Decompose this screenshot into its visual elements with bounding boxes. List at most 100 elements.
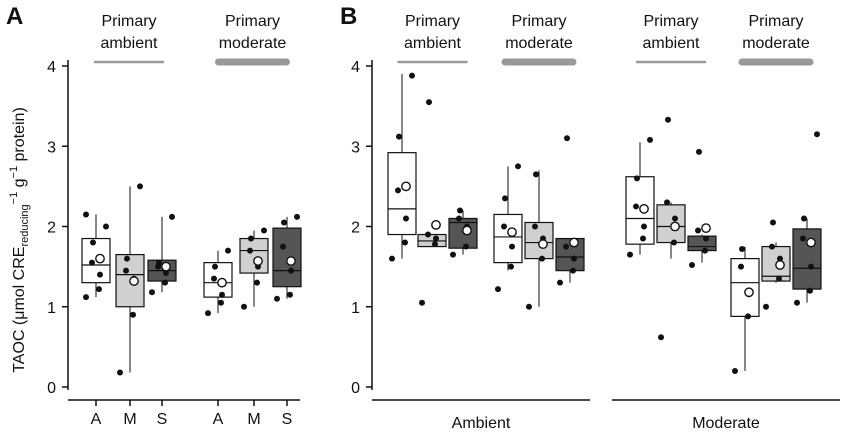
panel-a-group-0-box-0-point-6 xyxy=(83,211,89,218)
panel-a-group-1-box-2-mean-marker xyxy=(286,256,296,266)
panel-a-group-1-xtick-label-2: S xyxy=(282,411,293,428)
panel-b-group-1-box-1-box xyxy=(524,221,554,260)
x-label-ambient: Ambient xyxy=(452,415,511,432)
panel-b-group-0-box-2-mean-marker xyxy=(462,225,472,236)
panel-b-group-1-box-0-point-5 xyxy=(515,163,521,170)
panel-b-group-0-box-0-mean-marker xyxy=(401,181,411,192)
panel-a-ytick-label-3: 3 xyxy=(47,139,56,156)
panel-a-group-0-label-line2: ambient xyxy=(101,35,158,52)
panel-b-group-1-box-1-mean-marker xyxy=(538,239,548,250)
panel-a-group-1-box-1-point-5 xyxy=(261,227,267,234)
panel-b-group-1-box-2-point-4 xyxy=(564,135,570,142)
panel-b-group-2-box-2-point-0 xyxy=(689,262,695,269)
panel-a-group-0-box-0-point-4 xyxy=(90,239,96,246)
panel-a-ytick-label-0: 0 xyxy=(47,380,56,397)
panel-b-group-1-box-0-point-4 xyxy=(502,195,508,202)
panel-b-group-2-box-0-point-0 xyxy=(627,251,633,258)
panel-a-group-1-xtick-label-1: M xyxy=(247,411,260,428)
panel-a-group-0-xtick-label-1: M xyxy=(123,411,136,428)
panel-b-group-3-box-2-point-2 xyxy=(808,263,814,270)
panel-b-group-3-box-2-point-5 xyxy=(814,131,820,138)
panel-b-group-2-box-0-point-1 xyxy=(640,235,646,242)
panel-b-group-1-box-0-point-1 xyxy=(508,263,514,270)
panel-a-group-1-box-0-point-2 xyxy=(219,291,225,298)
panel-b-group-0-box-0-point-4 xyxy=(396,133,402,140)
panel-a-group-1-box-2-point-4 xyxy=(281,219,287,226)
panel-b-group-0-box-2-point-0 xyxy=(450,251,456,258)
panel-b-group-1-box-0-point-2 xyxy=(509,243,515,250)
panel-a-group-1-box-1-point-4 xyxy=(248,235,254,242)
panel-b-group-2-box-1-point-2 xyxy=(672,215,678,222)
panel-b-group-0-label-line1: Primary xyxy=(405,13,460,30)
panel-b-group-3-box-0-point-4 xyxy=(739,245,745,252)
panel-b-group-2-box-1-point-4 xyxy=(665,116,671,123)
panel-b-group-1-box-2-mean-marker xyxy=(569,237,579,248)
panel-a-group-0-box-1-point-4 xyxy=(124,255,130,262)
panel-b-group-0-box-1-point-0 xyxy=(419,299,425,306)
panel-a-groups: Primary ambient A M S Primary moderate A M S xyxy=(81,13,302,428)
panel-b-group-2-box-1-point-3 xyxy=(664,199,670,206)
panel-b-group-0-box-1-point-2 xyxy=(433,235,439,242)
panel-b-group-3-label-line1: Primary xyxy=(748,13,803,30)
panel-a-group-1-box-0-point-0 xyxy=(205,310,211,317)
panel-b-group-3-box-2-point-4 xyxy=(801,215,807,222)
panel-b-group-0-box-0-point-1 xyxy=(402,239,408,246)
panel-b-group-3-box-0-point-1 xyxy=(745,313,751,320)
panel-b-group-0-box-0-point-3 xyxy=(395,187,401,194)
panel-b-ytick-label-0: 0 xyxy=(351,380,360,397)
panel-b-group-0-box-1-point-1 xyxy=(432,241,438,248)
panel-a-group-0-box-1-point-5 xyxy=(137,183,143,190)
panel-b-group-0-box-1-mean-marker xyxy=(431,219,441,230)
panel-a-group-0-box-1-mean-marker xyxy=(129,276,139,286)
panel-b-group-2-label-line2: ambient xyxy=(643,35,700,52)
panel-b-ytick-label-3: 3 xyxy=(351,139,360,156)
panel-a-group-0-box-0-point-5 xyxy=(103,223,109,230)
panel-b-group-3-box-1-point-2 xyxy=(777,255,783,262)
panel-b-group-0-box-0-point-2 xyxy=(403,215,409,222)
panel-b-group-1-box-0-point-3 xyxy=(501,223,507,230)
panel-letter-a: A xyxy=(6,3,23,30)
panel-b-group-0-box-2-point-3 xyxy=(456,215,462,222)
panel-a-group-1-box-2-point-0 xyxy=(274,295,280,302)
panel-b-group-2-box-0-mean-marker xyxy=(639,203,649,214)
panel-letter-b: B xyxy=(340,3,357,30)
panel-a-group-0-box-2-point-5 xyxy=(169,213,175,220)
panel-b-group-0-box-0-point-0 xyxy=(389,255,395,262)
panel-b-group-1-box-1-point-4 xyxy=(533,171,539,178)
panel-b-group-3-box-1-point-4 xyxy=(770,219,776,226)
panel-a-ytick-label-1: 1 xyxy=(47,300,56,317)
panel-a-group-1-box-2-point-2 xyxy=(288,267,294,274)
panel-a-group-0-box-2-point-0 xyxy=(149,289,155,296)
panel-a-group-0-box-0-point-2 xyxy=(97,271,103,278)
panel-b-group-1-box-0-box xyxy=(493,213,523,264)
panel-a-group-1-box-2-box xyxy=(272,227,302,288)
panel-a-group-1-box-0-point-1 xyxy=(218,299,224,306)
panel-b-group-3-box-0-box xyxy=(730,258,760,317)
panel-a-group-1-box-0-point-3 xyxy=(211,275,217,282)
panel-a-group-0-label-line1: Primary xyxy=(101,13,156,30)
panel-a-group-1-label-line1: Primary xyxy=(225,13,280,30)
panel-b-group-3-box-1-point-1 xyxy=(776,275,782,282)
x-label-moderate: Moderate xyxy=(692,415,760,432)
panel-b-group-1-box-1-point-3 xyxy=(532,223,538,230)
panel-b-group-2-box-0-point-2 xyxy=(641,223,647,230)
panel-b-ytick-label-2: 2 xyxy=(351,220,360,237)
panel-a-group-0-box-0-point-0 xyxy=(83,294,89,301)
panel-a-group-1-box-0-mean-marker xyxy=(217,277,227,288)
panel-b-group-3-box-0-mean-marker xyxy=(744,287,754,298)
panel-b-group-3-box-2-point-1 xyxy=(807,287,813,294)
panel-b-group-1-box-2-point-1 xyxy=(570,267,576,274)
panel-b-group-0-box-0-point-5 xyxy=(409,72,415,79)
panel-a-group-0-xtick-label-0: A xyxy=(91,411,102,428)
panel-b-group-1-box-1-point-1 xyxy=(539,255,545,262)
panel-b-group-0-box-0-box xyxy=(387,152,417,236)
panel-b-ytick-label-1: 1 xyxy=(351,300,360,317)
panel-b-group-2-box-2-box xyxy=(687,235,717,252)
y-axis-label: TAOC (μmol CREreducing−1 g−1 protein) xyxy=(8,107,31,373)
panel-a: 0 1 2 3 4 Primary ambient A M S Primary moderate A M… xyxy=(47,13,302,428)
panel-b-group-1-box-0-mean-marker xyxy=(507,227,517,238)
panel-a-group-1-box-0-point-5 xyxy=(225,247,231,254)
panel-b-group-3-box-0-point-3 xyxy=(738,263,744,270)
panel-b-group-2-box-2-point-3 xyxy=(695,227,701,234)
